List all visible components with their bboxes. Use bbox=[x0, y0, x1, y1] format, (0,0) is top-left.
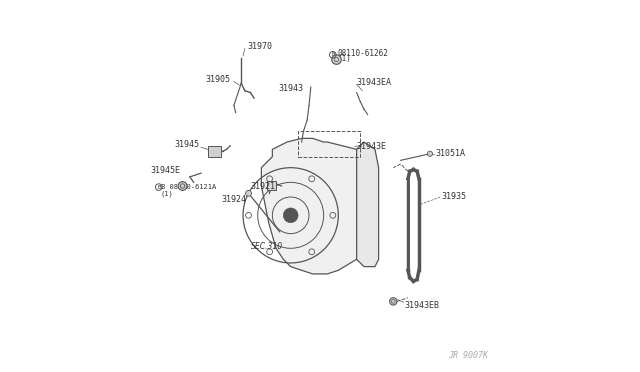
Bar bbox=[267, 180, 276, 190]
Circle shape bbox=[284, 208, 298, 223]
Circle shape bbox=[332, 55, 341, 64]
Text: 31970: 31970 bbox=[248, 42, 273, 51]
Polygon shape bbox=[261, 138, 375, 274]
Text: 08110-61262: 08110-61262 bbox=[337, 49, 388, 58]
Text: 31943EA: 31943EA bbox=[356, 78, 392, 87]
Text: 31945: 31945 bbox=[175, 141, 200, 150]
Text: B: B bbox=[157, 185, 161, 190]
Text: B: B bbox=[332, 52, 335, 57]
Text: B 081A0-6121A: B 081A0-6121A bbox=[161, 184, 216, 190]
Text: 31945E: 31945E bbox=[150, 166, 180, 175]
Polygon shape bbox=[356, 142, 379, 267]
Circle shape bbox=[178, 182, 187, 190]
Text: JR 9007K: JR 9007K bbox=[449, 351, 488, 360]
Text: 31943E: 31943E bbox=[356, 142, 386, 151]
Text: 31943EB: 31943EB bbox=[404, 301, 439, 310]
Text: 31921: 31921 bbox=[250, 182, 275, 190]
Text: 31905: 31905 bbox=[205, 75, 230, 84]
Text: (1): (1) bbox=[337, 54, 351, 63]
Text: 31943: 31943 bbox=[278, 84, 303, 93]
Bar bbox=[208, 146, 221, 157]
Text: 31935: 31935 bbox=[441, 192, 466, 202]
Circle shape bbox=[390, 298, 397, 305]
Circle shape bbox=[428, 151, 433, 156]
Text: SEC.310: SEC.310 bbox=[251, 242, 283, 251]
Circle shape bbox=[246, 190, 252, 196]
Text: 31924: 31924 bbox=[221, 195, 246, 204]
Text: (1): (1) bbox=[161, 190, 173, 196]
Text: 31051A: 31051A bbox=[435, 148, 465, 157]
